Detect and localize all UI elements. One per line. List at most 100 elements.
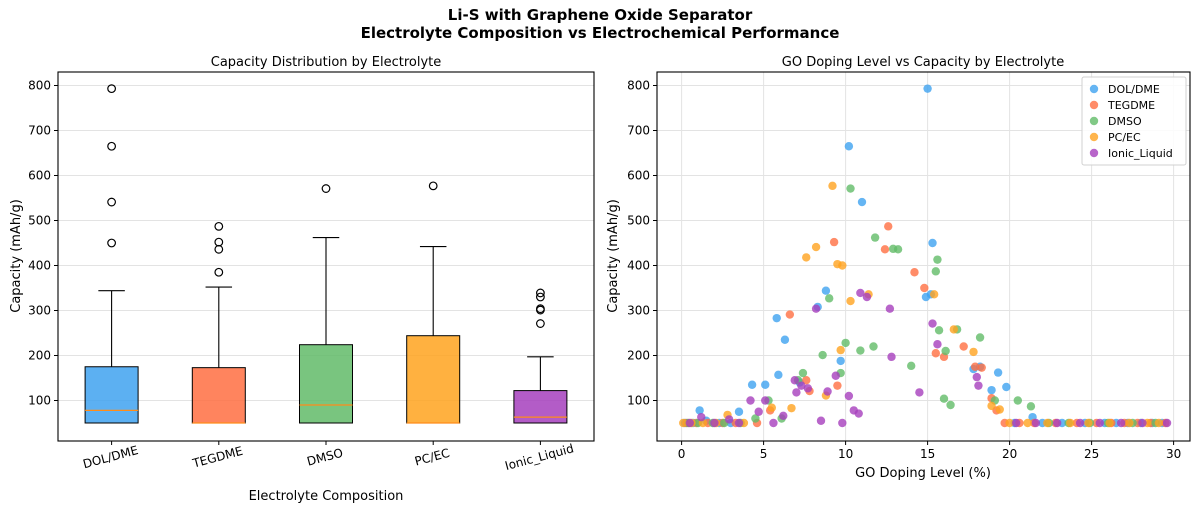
scatter-point: [785, 310, 795, 319]
scatter-point: [803, 384, 813, 393]
boxplot-y-axis-label: Capacity (mAh/g): [9, 199, 24, 313]
scatter-point: [1084, 418, 1093, 428]
scatter-y-tick-label: 800: [627, 79, 650, 93]
scatter-point: [1043, 418, 1052, 428]
box-outlier: [536, 319, 545, 328]
boxplot-y-tick-label: 200: [28, 349, 51, 363]
scatter-point: [787, 403, 796, 413]
scatter-y-tick-label: 600: [627, 169, 650, 183]
scatter-x-tick-label: 5: [760, 447, 768, 461]
box-outlier: [107, 141, 116, 151]
scatter-x-ticks: 0 5 10 15 20 25 30: [678, 441, 1181, 461]
legend-label: DOL/DME: [1108, 83, 1160, 96]
box-pc-ec: [406, 181, 461, 424]
scatter-point: [836, 345, 845, 355]
legend-label: PC/EC: [1108, 131, 1141, 144]
scatter-point: [838, 418, 847, 428]
scatter-point: [910, 268, 919, 277]
scatter-point: [846, 296, 855, 306]
boxplot-y-tick-label: 800: [28, 79, 51, 93]
scatter-point: [695, 406, 704, 415]
scatter-point: [1002, 382, 1011, 392]
scatter-point: [1023, 418, 1032, 428]
scatter-point: [928, 238, 937, 248]
legend-label: Ionic_Liquid: [1108, 147, 1173, 160]
scatter-x-tick-label: 30: [1166, 447, 1181, 461]
scatter-point: [977, 363, 986, 372]
boxplot-y-tick-label: 700: [28, 124, 51, 138]
scatter-point: [710, 418, 719, 428]
scatter-point: [1005, 418, 1014, 428]
scatter-point: [829, 237, 839, 247]
boxplot-x-axis-label: Electrolyte Composition: [249, 489, 404, 504]
legend-marker: [1089, 100, 1099, 110]
scatter-point: [779, 411, 788, 420]
scatter-point: [769, 418, 778, 428]
scatter-title: GO Doping Level vs Capacity by Electroly…: [782, 55, 1064, 70]
scatter-point: [798, 368, 808, 378]
scatter-point: [870, 233, 880, 242]
scatter-x-tick-label: 10: [838, 447, 853, 461]
legend-marker: [1089, 148, 1099, 158]
scatter-y-tick-label: 500: [627, 214, 650, 228]
box-outlier: [107, 238, 116, 248]
boxplot-x-tick-label: Ionic_Liquid: [503, 441, 575, 473]
legend-label: DMSO: [1108, 115, 1142, 128]
legend-marker: [1089, 84, 1099, 94]
box-outlier: [321, 184, 331, 193]
boxplot-y-tick-label: 100: [28, 394, 51, 408]
boxplot-title: Capacity Distribution by Electrolyte: [211, 55, 441, 70]
scatter-point: [915, 388, 924, 397]
boxplot-x-tick-label: DOL/DME: [81, 443, 139, 471]
box-outlier: [107, 197, 116, 207]
scatter-point: [1026, 402, 1036, 411]
scatter-point: [846, 184, 855, 193]
scatter-point: [772, 313, 781, 323]
box-body: [299, 344, 353, 424]
scatter-point: [934, 326, 944, 335]
scatter-point: [933, 255, 942, 264]
scatter-legend: DOL/DME TEGDME DMSO PC/EC Ionic_Liquid: [1081, 76, 1187, 166]
figure-title-line-1: Li-S with Graphene Oxide Separator: [448, 6, 753, 24]
box-outlier: [536, 292, 545, 302]
scatter-x-tick-label: 25: [1084, 447, 1099, 461]
scatter-point: [1154, 418, 1164, 428]
scatter-point: [841, 338, 850, 348]
scatter-point: [816, 416, 826, 425]
scatter-point: [857, 197, 867, 207]
scatter-point: [697, 412, 706, 422]
scatter-point: [929, 290, 939, 299]
box-outlier: [536, 304, 545, 314]
scatter-point: [959, 342, 968, 351]
scatter-point: [885, 304, 895, 313]
scatter-point: [828, 181, 837, 191]
figure-title-line-2: Electrolyte Composition vs Electrochemic…: [361, 24, 840, 42]
box-outlier: [536, 288, 545, 298]
scatter-x-axis-label: GO Doping Level (%): [855, 466, 991, 481]
scatter-point: [1138, 418, 1147, 428]
scatter-point: [811, 242, 821, 252]
scatter-point: [931, 349, 940, 358]
scatter-y-tick-label: 200: [627, 349, 650, 363]
box-outlier: [214, 237, 224, 247]
scatter-point: [1013, 396, 1022, 405]
boxplot-x-tick-label: DMSO: [305, 446, 344, 469]
scatter-point: [923, 84, 932, 93]
legend-marker: [1089, 132, 1099, 142]
scatter-point: [679, 418, 688, 428]
scatter-point: [941, 346, 950, 356]
scatter-point: [823, 387, 832, 396]
box-body: [191, 367, 246, 424]
scatter-point: [933, 340, 942, 349]
scatter-point: [887, 352, 896, 362]
scatter-point: [811, 304, 821, 313]
scatter-point: [884, 222, 893, 231]
series-tegdme: [682, 222, 1170, 428]
scatter-point: [993, 368, 1003, 377]
scatter-point: [854, 409, 863, 418]
scatter-point: [1052, 418, 1062, 428]
scatter-point: [880, 245, 890, 254]
scatter-point: [1095, 418, 1105, 428]
scatter-x-tick-label: 20: [1002, 447, 1017, 461]
scatter-point: [946, 400, 955, 410]
